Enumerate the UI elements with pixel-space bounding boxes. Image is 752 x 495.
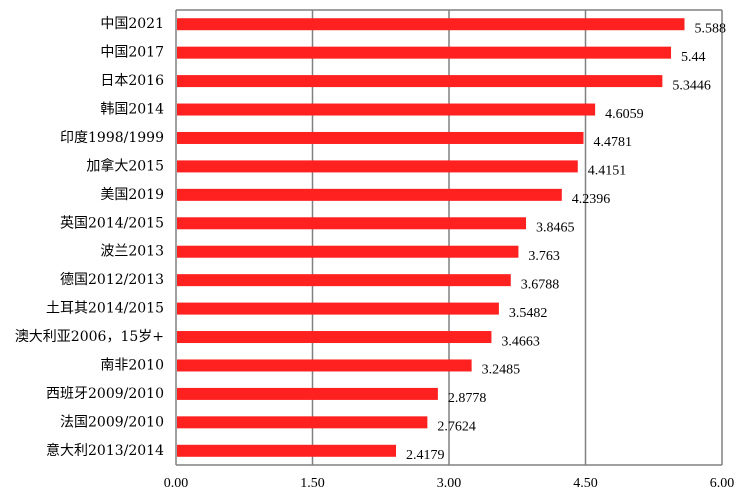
value-label-3: 4.6059 (605, 107, 644, 122)
category-label-14: 法国2009/2010 (60, 414, 164, 430)
value-label-10: 3.5482 (509, 306, 548, 321)
category-label-1: 中国2017 (100, 45, 164, 61)
bar-14 (177, 416, 428, 429)
category-label-7: 英国2014/2015 (60, 214, 164, 231)
category-label-15: 意大利2013/2014 (46, 442, 164, 459)
value-label-15: 2.4179 (406, 448, 445, 463)
value-labels: 5.588 5.44 5.3446 4.6059 4.4781 4.4151 4.2396 3… (406, 21, 726, 463)
bar-11 (177, 331, 492, 344)
value-label-5: 4.4151 (588, 164, 627, 179)
category-label-12: 南非2010 (100, 357, 164, 373)
bar-6 (177, 188, 562, 201)
category-label-6: 美国2019 (100, 187, 164, 203)
bar-4 (177, 131, 584, 144)
x-tick-label-0: 0.00 (164, 476, 189, 491)
bar-5 (177, 160, 578, 173)
x-tick-label-1: 1.50 (300, 476, 325, 491)
category-label-2: 日本2016 (100, 73, 164, 89)
bar-13 (177, 387, 438, 400)
bars (177, 18, 685, 457)
bar-0 (177, 18, 685, 31)
value-label-9: 3.6788 (521, 277, 560, 292)
value-label-4: 4.4781 (594, 135, 633, 150)
x-tick-label-3: 4.50 (573, 476, 598, 491)
category-labels: 中国2021 中国2017 日本2016 韩国2014 印度1998/1999 加拿大20… (15, 16, 164, 459)
x-tick-label-2: 3.00 (437, 476, 462, 491)
x-axis-tick-labels: 0.00 1.50 3.00 4.50 6.00 (164, 476, 735, 491)
bar-9 (177, 274, 511, 287)
bar-15 (177, 444, 397, 457)
value-label-2: 5.3446 (672, 78, 711, 93)
value-label-12: 3.2485 (482, 363, 521, 378)
bar-12 (177, 359, 472, 372)
category-label-5: 加拿大2015 (86, 157, 164, 174)
x-tick-label-4: 6.00 (710, 476, 735, 491)
bar-10 (177, 302, 499, 315)
category-label-9: 德国2012/2013 (60, 272, 164, 288)
category-label-10: 土耳其2014/2015 (46, 301, 164, 317)
category-label-4: 印度1998/1999 (60, 130, 164, 146)
bar-3 (177, 103, 596, 116)
value-label-11: 3.4663 (501, 334, 540, 349)
value-label-0: 5.588 (695, 21, 727, 36)
value-label-6: 4.2396 (572, 192, 611, 207)
category-label-8: 波兰2013 (100, 244, 164, 260)
value-label-13: 2.8778 (448, 391, 487, 406)
value-label-8: 3.763 (528, 249, 560, 264)
category-label-0: 中国2021 (100, 16, 164, 32)
category-label-13: 西班牙2009/2010 (46, 386, 164, 402)
bar-2 (177, 75, 663, 88)
value-label-7: 3.8465 (536, 221, 575, 236)
bar-7 (177, 217, 527, 230)
category-label-11: 澳大利亚2006，15岁+ (15, 329, 164, 345)
bar-1 (177, 46, 672, 59)
value-label-1: 5.44 (681, 50, 706, 65)
bar-8 (177, 245, 519, 258)
category-label-3: 韩国2014 (100, 102, 164, 118)
value-label-14: 2.7624 (437, 420, 476, 435)
